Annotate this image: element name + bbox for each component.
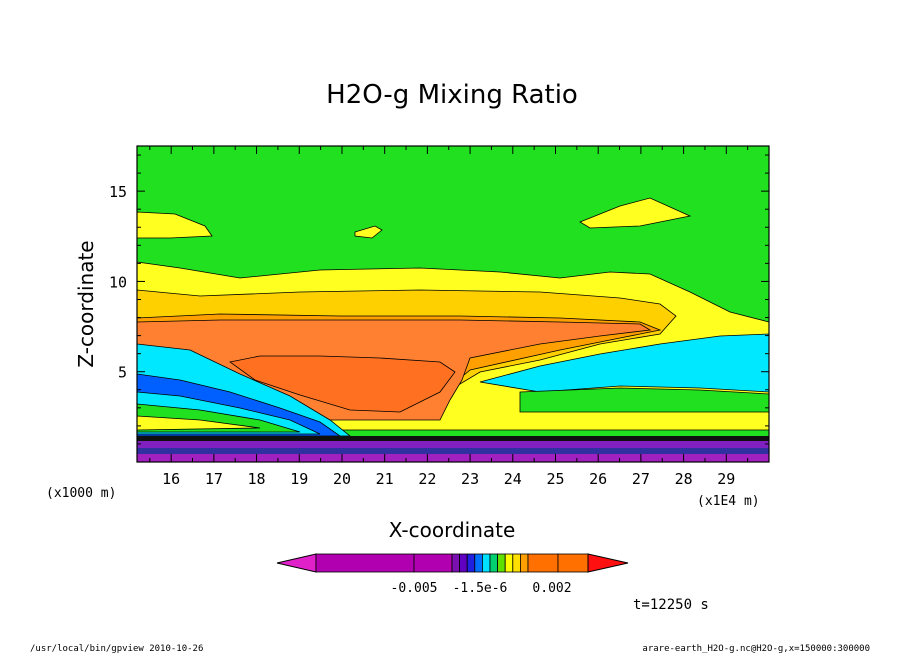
colorbar-segment [451,553,460,573]
colorbar-segment [557,553,589,573]
x-tick-label: 29 [717,470,735,488]
x-tick-label: 16 [162,470,180,488]
colorbar-tick-label: -0.005 [391,581,438,596]
colorbar-segment [504,553,514,573]
colorbar [276,553,629,573]
colorbar-tick-label: -1.5e-6 [453,581,508,596]
x-tick-label: 27 [632,470,650,488]
footer-right: arare-earth_H2O-g.nc@H2O-g,x=150000:3000… [642,644,870,654]
region-yellow-left-low [137,415,261,431]
x-tick-label: 26 [589,470,607,488]
x-tick-label: 22 [418,470,436,488]
colorbar-segment [481,553,491,573]
region-yellow-upper-right [579,197,692,229]
y-tick-label: 15 [109,183,127,201]
x-tick-label: 25 [546,470,564,488]
x-tick-label: 19 [290,470,308,488]
x-axis-label: X-coordinate [389,518,516,542]
colorbar-segment [459,553,468,573]
time-label: t=12250 s [633,597,709,613]
y-tick-label: 10 [109,273,127,291]
y-axis: 5 10 15 [109,154,769,445]
region-green-right [519,387,769,413]
colorbar-labels: -0.005 -1.5e-6 0.002 [391,581,572,596]
x-unit-left: (x1000 m) [46,486,116,501]
x-tick-label: 18 [248,470,266,488]
region-magenta-layer [137,454,769,462]
y-axis-label: Z-coordinate [74,240,98,367]
x-unit-right: (x1E4 m) [697,494,760,509]
x-tick-label: 21 [376,470,394,488]
colorbar-segment [466,553,476,573]
colorbar-segment [520,553,529,573]
chart-title: H2O-g Mixing Ratio [326,80,578,110]
x-tick-label: 28 [675,470,693,488]
x-axis: 16 17 18 19 20 21 22 23 24 25 26 27 28 29 [149,146,749,488]
plot-area: 16 17 18 19 20 21 22 23 24 25 26 27 28 29 5 10 15 [109,145,770,488]
colorbar-segment [489,553,498,573]
x-tick-label: 23 [461,470,479,488]
region-cyan-right [479,333,769,393]
region-dark-layer [137,436,769,441]
x-tick-label: 17 [205,470,223,488]
y-tick-label: 5 [118,364,127,382]
x-tick-label: 20 [333,470,351,488]
colorbar-segment [315,553,415,573]
plot-frame [136,145,770,463]
colorbar-segment [527,553,559,573]
region-orange-plume [229,355,456,413]
colorbar-right-arrow [587,553,629,573]
colorbar-segment [497,553,506,573]
region-navy-layer [137,448,769,454]
x-tick-label: 24 [504,470,522,488]
region-yellow-upper-mid [354,225,383,239]
footer-left: /usr/local/bin/gpview 2010-10-26 [30,644,203,654]
colorbar-left-arrow [276,553,317,573]
region-yellow-upper-left [137,211,213,239]
colorbar-segment [474,553,483,573]
colorbar-tick-label: 0.002 [532,581,571,596]
colorbar-segment [512,553,521,573]
colorbar-segment [413,553,453,573]
